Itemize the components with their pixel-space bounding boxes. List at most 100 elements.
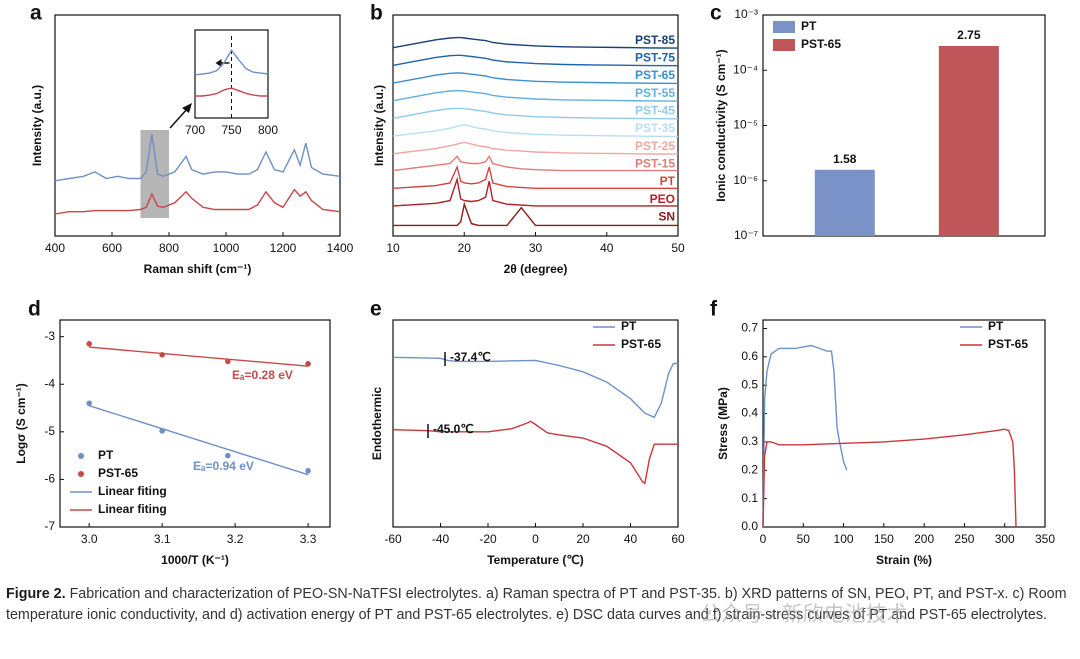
series-line (392, 36, 679, 49)
y-tick-label: 0.1 (741, 491, 758, 505)
x-tick-label: 50 (671, 241, 685, 255)
y-tick-label: 0.0 (741, 519, 758, 533)
plot-frame (54, 14, 341, 237)
series-label: PST-25 (635, 139, 675, 153)
y-axis-label: Intensity (a.u.) (30, 85, 44, 166)
y-axis-label: Logσ (S cm⁻¹) (14, 383, 28, 464)
x-tick-label: 20 (576, 532, 590, 546)
y-axis-label: Endothermic (370, 387, 384, 461)
panel-label: a (30, 2, 42, 25)
x-tick-label: -60 (384, 532, 402, 546)
x-tick-label: 400 (45, 241, 65, 255)
series-line (392, 356, 678, 419)
data-point (305, 360, 311, 367)
series-line (393, 201, 678, 227)
caption: Figure 2. Fabrication and characterizati… (6, 584, 1072, 626)
x-tick-label: 3.3 (300, 532, 317, 546)
x-tick-label: 3.1 (154, 532, 171, 546)
panel-label: f (710, 298, 718, 321)
series-label: PST-65 (635, 68, 675, 82)
legend-swatch (773, 21, 795, 33)
y-tick-label: 0.7 (741, 321, 758, 335)
x-tick-label: 150 (874, 532, 894, 546)
y-tick-label: 10⁻³ (734, 7, 758, 21)
x-tick-label: 1000 (213, 241, 240, 255)
plot-frame (59, 319, 331, 528)
y-tick-label: 10⁻⁴ (733, 62, 758, 76)
bar (814, 169, 875, 236)
series-line (392, 107, 679, 120)
series-line (194, 48, 269, 76)
x-tick-label: 40 (624, 532, 638, 546)
x-tick-label: 700 (185, 123, 205, 137)
x-tick-label: 1200 (270, 241, 297, 255)
legend-label: PT (988, 319, 1004, 333)
x-tick-label: 100 (834, 532, 854, 546)
legend-swatch (773, 39, 795, 51)
series-line (89, 346, 309, 367)
caption-label: Figure 2. (6, 586, 66, 602)
x-tick-label: 30 (529, 241, 543, 255)
panel-label: b (370, 2, 383, 25)
legend-label: PST-65 (988, 337, 1028, 351)
data-point (225, 452, 231, 459)
legend-label: PT (801, 19, 817, 33)
y-tick-label: -4 (44, 376, 55, 390)
x-tick-label: 600 (102, 241, 122, 255)
y-tick-label: 10⁻⁷ (734, 228, 758, 242)
series-line (195, 87, 268, 97)
x-tick-label: 20 (458, 241, 472, 255)
x-tick-label: 50 (797, 532, 811, 546)
shift-arrow-head (215, 59, 222, 67)
bar (938, 45, 999, 236)
x-tick-label: 0 (532, 532, 539, 546)
x-tick-label: 200 (914, 532, 934, 546)
y-tick-label: -5 (44, 424, 55, 438)
watermark: 公众号 · 新欣电池技术 (700, 603, 908, 626)
series-label: PST-35 (635, 121, 675, 135)
y-tick-label: 10⁻⁵ (733, 118, 758, 132)
series-line (392, 420, 678, 485)
x-tick-label: 3.2 (227, 532, 244, 546)
y-tick-label: -6 (44, 472, 55, 486)
x-tick-label: 300 (995, 532, 1015, 546)
y-tick-label: 0.3 (741, 434, 758, 448)
x-tick-label: 40 (600, 241, 614, 255)
x-tick-label: 350 (1035, 532, 1055, 546)
legend-swatch (78, 471, 84, 477)
y-axis-label: Stress (MPa) (716, 387, 730, 460)
zoom-arrow (169, 107, 189, 129)
x-axis-label: Raman shift (cm⁻¹) (144, 262, 252, 276)
series-line (392, 155, 678, 172)
series-line (88, 405, 309, 476)
series-label: PEO (650, 192, 675, 206)
series-line (392, 176, 678, 207)
series-label: PST-15 (635, 157, 675, 171)
x-axis-label: 1000/T (K⁻¹) (161, 553, 229, 567)
series-label: PST-75 (635, 50, 675, 64)
caption-text: Fabrication and characterization of PEO-… (6, 586, 1067, 623)
legend-label: PT (98, 448, 114, 462)
x-tick-label: 800 (159, 241, 179, 255)
legend-swatch (78, 453, 84, 459)
series-line (392, 90, 679, 102)
y-tick-label: 0.4 (741, 406, 758, 420)
x-tick-label: -40 (432, 532, 450, 546)
annotation: Eₐ=0.28 eV (232, 368, 293, 382)
panel-label: d (28, 298, 41, 321)
series-line (762, 428, 1017, 528)
legend-label: PST-65 (801, 37, 841, 51)
y-tick-label: 0.6 (741, 349, 758, 363)
x-tick-label: 1400 (327, 241, 354, 255)
y-tick-label: 10⁻⁶ (733, 173, 758, 187)
series-line (392, 164, 678, 189)
data-point (305, 468, 311, 474)
legend-label: PT (621, 319, 637, 333)
legend-label: PST-65 (98, 466, 138, 480)
y-tick-label: -7 (44, 519, 55, 533)
value-label: 1.58 (833, 152, 857, 166)
data-point (86, 400, 92, 407)
series-line (392, 54, 679, 67)
legend-label: Linear fiting (98, 502, 167, 516)
